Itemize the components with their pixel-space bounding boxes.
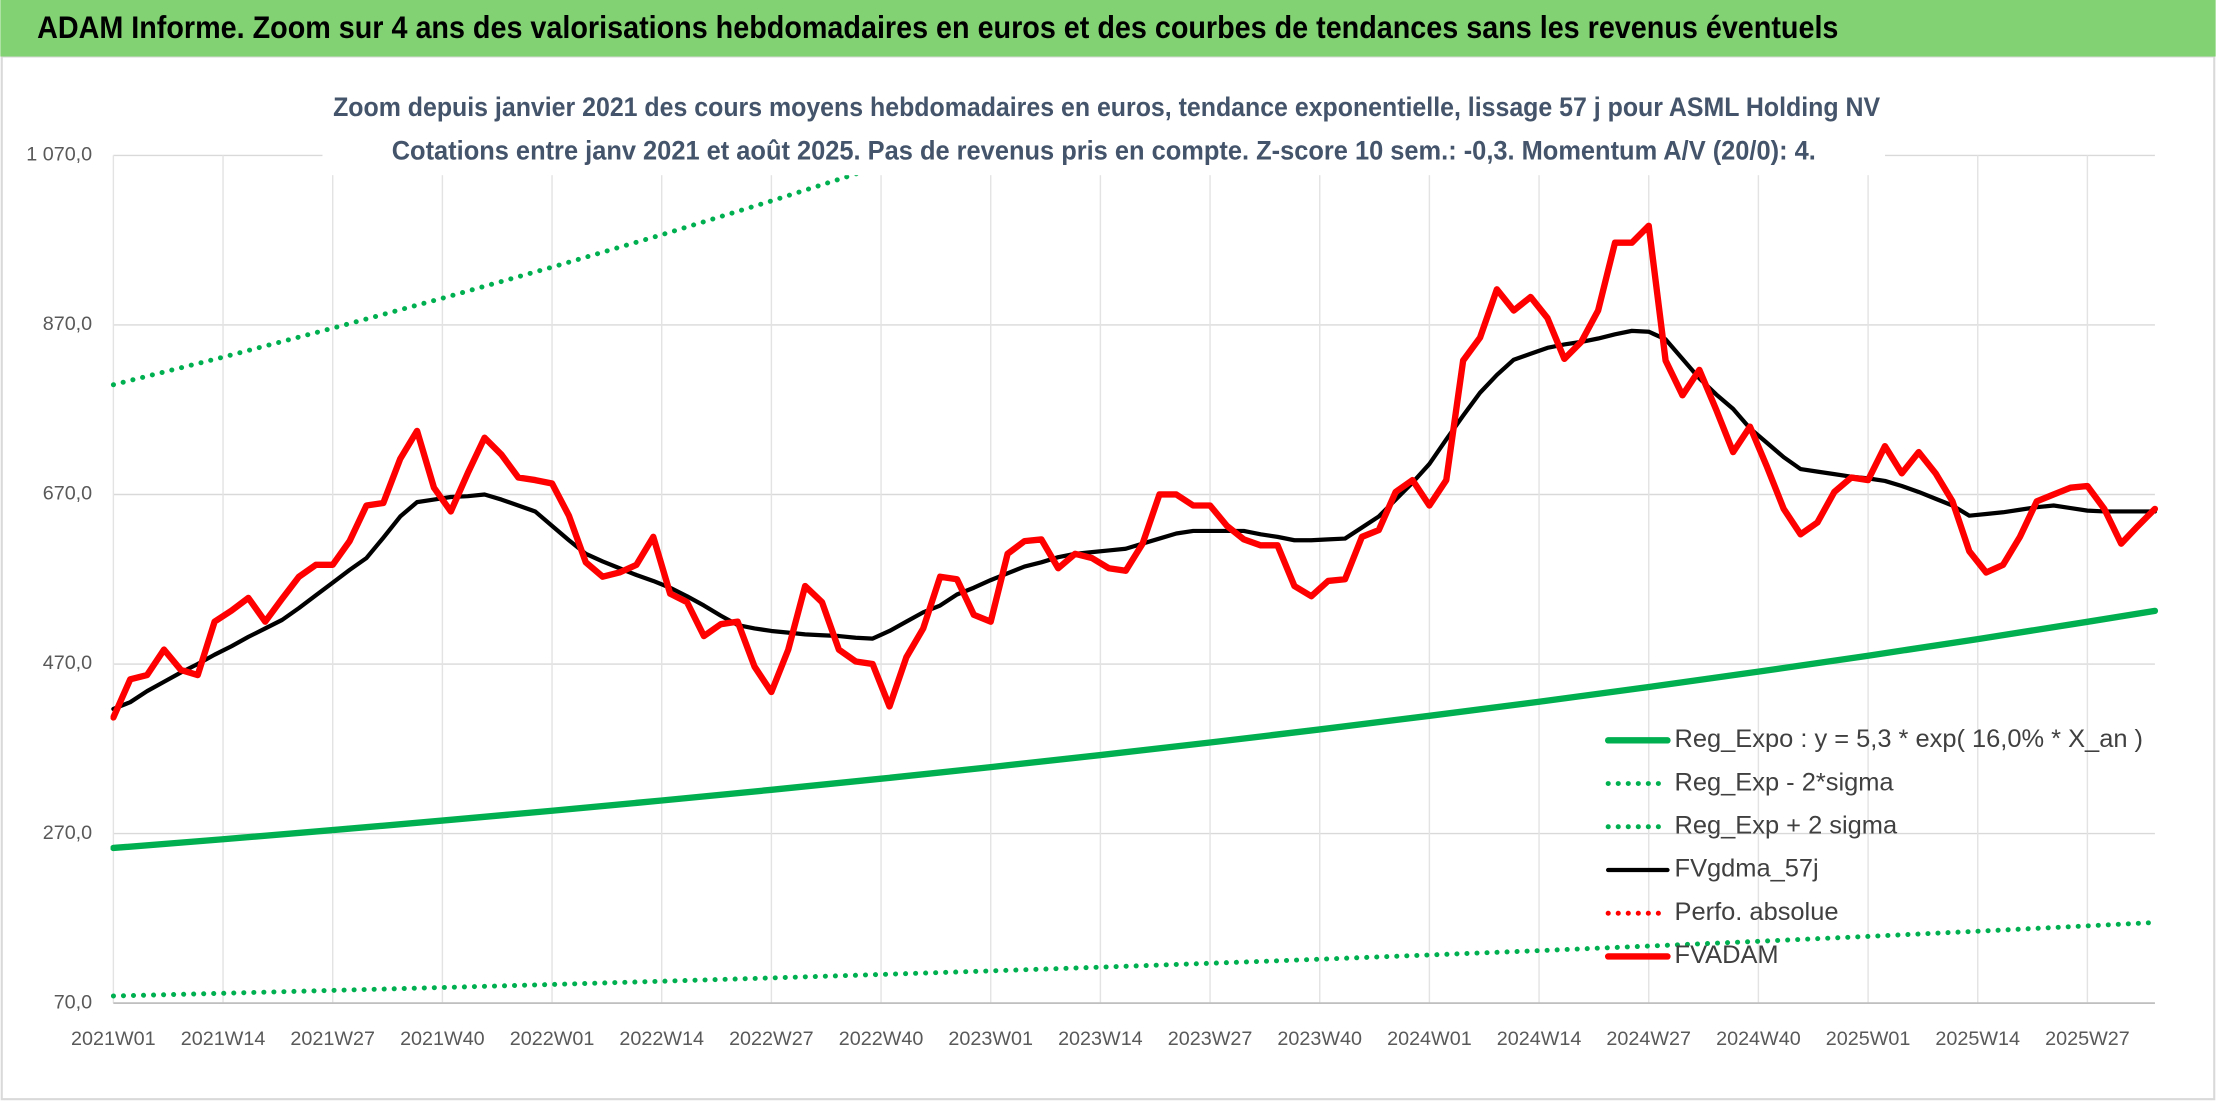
x-tick-label: 2023W27 [1168, 1028, 1253, 1050]
legend-label: Reg_Exp - 2*sigma [1675, 768, 1895, 796]
legend: Reg_Expo : y = 5,3 * exp( 16,0% * X_an )… [1604, 725, 2143, 969]
y-tick-label: 1 070,0 [26, 144, 92, 166]
x-tick-label: 2024W14 [1497, 1028, 1582, 1050]
header-bar [0, 0, 2216, 57]
y-tick-label: 870,0 [43, 313, 92, 335]
series-line [111, 328, 2158, 712]
x-tick-label: 2025W27 [2045, 1028, 2130, 1050]
legend-label: Reg_Exp + 2 sigma [1675, 812, 1898, 840]
x-tick-label: 2022W40 [839, 1028, 924, 1050]
x-tick-label: 2022W27 [729, 1028, 814, 1050]
legend-label: Perfo. absolue [1675, 898, 1839, 926]
x-tick-label: 2021W01 [71, 1028, 156, 1050]
legend-label: Reg_Expo : y = 5,3 * exp( 16,0% * X_an ) [1675, 725, 2143, 753]
series-line [110, 607, 2159, 852]
x-tick-label: 2024W40 [1716, 1028, 1801, 1050]
subtitle: Cotations entre janv 2021 et août 2025. … [392, 136, 1816, 166]
series-group [110, 131, 2159, 999]
x-tick-label: 2023W40 [1277, 1028, 1362, 1050]
series-line [110, 222, 2159, 721]
y-tick-label: 670,0 [43, 483, 92, 505]
x-tick-label: 2021W27 [290, 1028, 375, 1050]
legend-label: FVgdma_57j [1675, 855, 1819, 883]
series-line [110, 920, 2158, 999]
series-line [110, 131, 992, 388]
x-tick-label: 2022W01 [510, 1028, 595, 1050]
x-tick-label: 2021W40 [400, 1028, 485, 1050]
y-tick-label: 470,0 [43, 652, 92, 674]
subtitle: Zoom depuis janvier 2021 des cours moyen… [333, 92, 1880, 122]
y-tick-label: 70,0 [54, 991, 92, 1013]
subtitle-box [322, 84, 1886, 176]
x-tick-label: 2023W14 [1058, 1028, 1143, 1050]
header-title: ADAM Informe. Zoom sur 4 ans des valoris… [37, 10, 1838, 45]
x-tick-label: 2022W14 [619, 1028, 704, 1050]
legend-label: FVADAM [1675, 941, 1779, 969]
x-tick-label: 2024W27 [1606, 1028, 1691, 1050]
x-tick-label: 2024W01 [1387, 1028, 1472, 1050]
x-tick-label: 2025W14 [1935, 1028, 2020, 1050]
x-tick-label: 2025W01 [1826, 1028, 1911, 1050]
y-tick-label: 270,0 [43, 822, 92, 844]
x-tick-label: 2021W14 [181, 1028, 266, 1050]
x-tick-label: 2023W01 [948, 1028, 1033, 1050]
